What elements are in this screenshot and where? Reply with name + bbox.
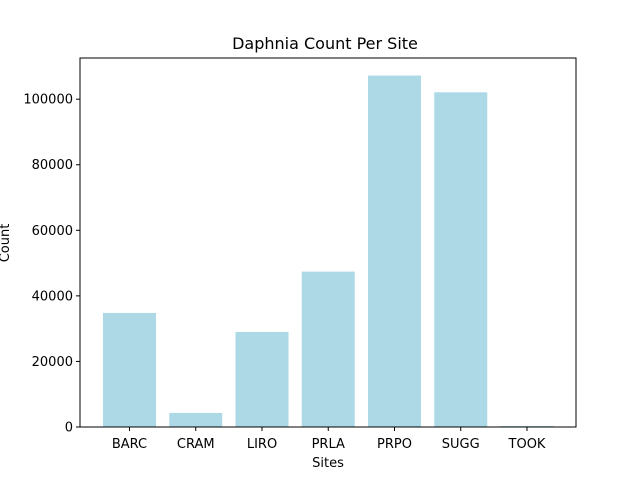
x-tick-label: LIRO bbox=[247, 437, 277, 452]
bar-sugg bbox=[434, 92, 488, 427]
bar-prla bbox=[301, 271, 355, 427]
x-tick-label: SUGG bbox=[442, 437, 480, 452]
y-tick-label: 80000 bbox=[32, 158, 73, 173]
bar-prpo bbox=[368, 75, 421, 428]
y-tick-label: 40000 bbox=[32, 289, 73, 304]
y-tick-label: 0 bbox=[65, 421, 73, 436]
y-axis-ticks: 0 20000 40000 60000 80000 100000 bbox=[23, 93, 80, 436]
x-tick-label: PRLA bbox=[312, 437, 345, 452]
x-tick-label: BARC bbox=[112, 437, 147, 452]
x-tick-label: TOOK bbox=[508, 437, 546, 452]
chart-title: Daphnia Count Per Site bbox=[232, 34, 418, 53]
bar-liro bbox=[235, 331, 289, 427]
bars-group bbox=[103, 75, 554, 428]
y-tick-label: 100000 bbox=[23, 93, 73, 108]
bar-cram bbox=[169, 412, 223, 427]
x-tick-label: CRAM bbox=[177, 437, 215, 452]
y-tick-label: 60000 bbox=[32, 224, 73, 239]
x-axis-ticks: BARC CRAM LIRO PRLA PRPO SUGG TOOK bbox=[112, 427, 546, 452]
plot-frame bbox=[79, 57, 577, 428]
x-axis-label: Sites bbox=[312, 456, 344, 471]
y-tick-label: 20000 bbox=[32, 355, 73, 370]
x-tick-label: PRPO bbox=[377, 437, 412, 452]
bar-barc bbox=[103, 312, 156, 427]
y-axis-label: Count bbox=[0, 224, 13, 263]
